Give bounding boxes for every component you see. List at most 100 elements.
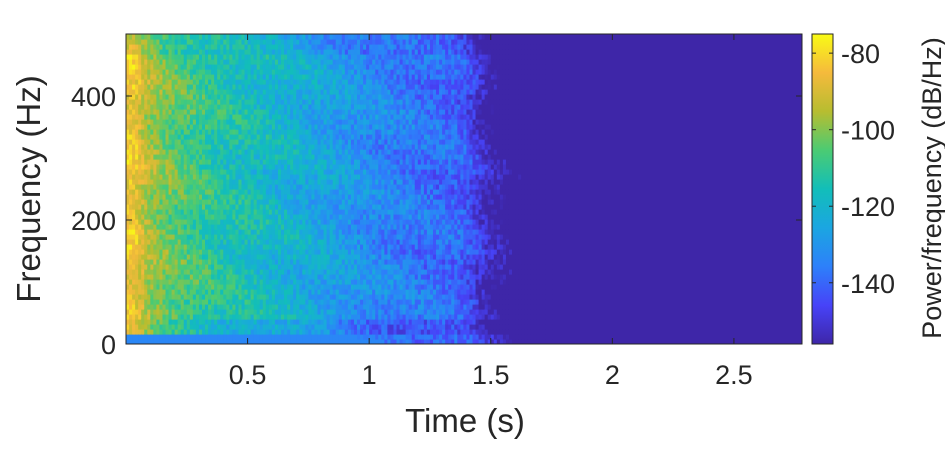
heatmap-cell bbox=[220, 134, 224, 140]
heatmap-cell bbox=[211, 259, 215, 265]
heatmap-cell bbox=[287, 319, 291, 325]
heatmap-cell bbox=[232, 109, 237, 115]
heatmap-cell bbox=[156, 164, 161, 170]
heatmap-cell bbox=[180, 324, 185, 330]
heatmap-cell bbox=[214, 314, 218, 320]
heatmap-cell bbox=[241, 264, 246, 270]
heatmap-cell bbox=[162, 204, 167, 210]
heatmap-cell bbox=[220, 99, 224, 105]
heatmap-cell bbox=[138, 39, 142, 45]
heatmap-cell bbox=[268, 74, 273, 80]
heatmap-cell bbox=[189, 139, 194, 145]
heatmap-cell bbox=[277, 304, 282, 310]
heatmap-cell bbox=[256, 44, 261, 50]
heatmap-cell bbox=[147, 134, 151, 140]
heatmap-cell bbox=[214, 89, 218, 95]
heatmap-cell bbox=[308, 104, 313, 110]
heatmap-cell bbox=[223, 149, 227, 155]
heatmap-cell bbox=[232, 154, 237, 160]
heatmap-cell bbox=[253, 159, 258, 165]
heatmap-cell bbox=[141, 114, 145, 120]
heatmap-cell bbox=[138, 199, 142, 205]
heatmap-cell bbox=[195, 114, 200, 120]
heatmap-cell bbox=[302, 134, 306, 140]
heatmap-cell bbox=[262, 289, 267, 295]
heatmap-cell bbox=[165, 59, 170, 65]
heatmap-cell bbox=[195, 164, 200, 170]
heatmap-cell bbox=[305, 254, 309, 260]
heatmap-cell bbox=[277, 199, 282, 205]
heatmap-cell bbox=[156, 129, 161, 135]
heatmap-cell bbox=[344, 44, 349, 50]
heatmap-cell bbox=[265, 204, 270, 210]
heatmap-cell bbox=[287, 39, 291, 45]
heatmap-cell bbox=[217, 244, 221, 250]
heatmap-cell bbox=[192, 119, 197, 125]
heatmap-cell bbox=[253, 39, 258, 45]
heatmap-cell bbox=[138, 94, 142, 100]
heatmap-cell bbox=[320, 299, 325, 305]
heatmap-cell bbox=[314, 324, 319, 330]
heatmap-cell bbox=[229, 119, 233, 125]
heatmap-cell bbox=[323, 239, 328, 245]
heatmap-cell bbox=[189, 194, 194, 200]
heatmap-cell bbox=[274, 159, 279, 165]
heatmap-cell bbox=[293, 199, 297, 205]
heatmap-cell bbox=[192, 84, 197, 90]
heatmap-cell bbox=[350, 164, 355, 170]
heatmap-cell bbox=[357, 294, 361, 300]
heatmap-cell bbox=[138, 84, 142, 90]
heatmap-cell bbox=[311, 149, 316, 155]
heatmap-cell bbox=[217, 64, 221, 70]
heatmap-cell bbox=[144, 104, 148, 110]
heatmap-cell bbox=[326, 324, 331, 330]
heatmap-cell bbox=[238, 169, 243, 175]
heatmap-cell bbox=[135, 299, 139, 305]
heatmap-cell bbox=[159, 304, 164, 310]
heatmap-cell bbox=[171, 44, 176, 50]
heatmap-cell bbox=[223, 234, 227, 240]
heatmap-cell bbox=[208, 274, 212, 280]
heatmap-cell bbox=[150, 294, 154, 300]
heatmap-cell bbox=[171, 119, 176, 125]
heatmap-cell bbox=[329, 144, 334, 150]
heatmap-cell bbox=[168, 49, 173, 55]
heatmap-cell bbox=[299, 334, 303, 340]
heatmap-cell bbox=[350, 259, 355, 265]
heatmap-cell bbox=[180, 274, 185, 280]
heatmap-cell bbox=[141, 99, 145, 105]
heatmap-cell bbox=[256, 254, 261, 260]
heatmap-cell bbox=[350, 324, 355, 330]
heatmap-cell bbox=[141, 219, 145, 225]
heatmap-cell bbox=[144, 269, 148, 275]
heatmap-cell bbox=[183, 334, 188, 340]
heatmap-cell bbox=[156, 174, 161, 180]
heatmap-cell bbox=[186, 329, 191, 335]
heatmap-cell bbox=[162, 99, 167, 105]
heatmap-cell bbox=[271, 104, 276, 110]
heatmap-cell bbox=[323, 144, 328, 150]
heatmap-cell bbox=[241, 299, 246, 305]
heatmap-cell bbox=[192, 289, 197, 295]
heatmap-cell bbox=[357, 204, 361, 210]
heatmap-cell bbox=[363, 324, 367, 330]
heatmap-cell bbox=[360, 84, 364, 90]
heatmap-cell bbox=[363, 169, 367, 175]
heatmap-cell bbox=[195, 319, 200, 325]
heatmap-cell bbox=[162, 94, 167, 100]
heatmap-cell bbox=[329, 134, 334, 140]
heatmap-cell bbox=[296, 244, 300, 250]
heatmap-cell bbox=[235, 279, 240, 285]
heatmap-cell bbox=[323, 229, 328, 235]
heatmap-cell bbox=[344, 194, 349, 200]
heatmap-cell bbox=[338, 319, 343, 325]
heatmap-cell bbox=[250, 314, 255, 320]
heatmap-cell bbox=[147, 244, 151, 250]
heatmap-cell bbox=[165, 84, 170, 90]
heatmap-cell bbox=[141, 74, 145, 80]
heatmap-cell bbox=[335, 304, 340, 310]
heatmap-cell bbox=[350, 174, 355, 180]
heatmap-cell bbox=[238, 284, 243, 290]
heatmap-cell bbox=[177, 244, 182, 250]
heatmap-cell bbox=[290, 34, 294, 40]
